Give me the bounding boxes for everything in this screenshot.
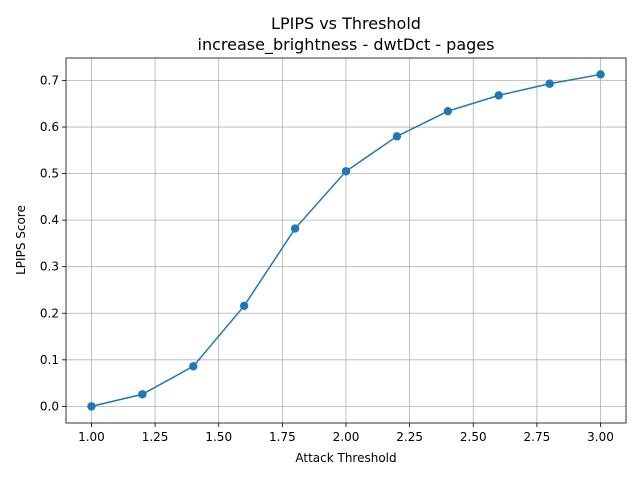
- data-point: [87, 402, 96, 411]
- data-point: [596, 70, 605, 79]
- data-point: [290, 224, 300, 233]
- x-axis-label: Attack Threshold: [295, 451, 396, 465]
- x-tick-label: 1.25: [142, 430, 169, 444]
- x-tick-label: 2.75: [524, 430, 551, 444]
- y-tick-label: 0.2: [40, 306, 59, 320]
- grid: [66, 58, 626, 423]
- data-point: [545, 79, 554, 88]
- data-point: [494, 91, 503, 100]
- x-tick-label: 3.00: [587, 430, 614, 444]
- chart-title: LPIPS vs Threshold: [271, 14, 421, 33]
- data-point: [138, 390, 147, 399]
- x-tick-label: 1.00: [78, 430, 105, 444]
- data-point: [443, 107, 453, 116]
- data-point: [392, 132, 402, 141]
- y-tick-label: 0.7: [40, 73, 59, 87]
- x-tick-label: 2.50: [460, 430, 487, 444]
- y-tick-label: 0.1: [40, 353, 59, 367]
- data-point: [239, 301, 249, 311]
- y-axis: 0.0 0.1 0.2 0.3 0.4 0.5 0.6 0.7: [40, 73, 66, 413]
- data-point: [189, 362, 198, 371]
- x-tick-label: 1.50: [205, 430, 232, 444]
- data-point: [341, 167, 351, 176]
- series-layer: [87, 70, 605, 411]
- chart-subtitle: increase_brightness - dwtDct - pages: [198, 35, 495, 55]
- y-tick-label: 0.3: [40, 260, 59, 274]
- y-tick-label: 0.0: [40, 399, 59, 413]
- plot-frame: [65, 57, 627, 424]
- x-axis: 1.00 1.25 1.50 1.75 2.00 2.25 2.50 2.75 3.00: [78, 423, 614, 444]
- x-tick-label: 2.25: [396, 430, 423, 444]
- y-axis-label: LPIPS Score: [14, 205, 28, 275]
- x-tick-label: 2.00: [333, 430, 360, 444]
- y-tick-label: 0.6: [40, 120, 59, 134]
- y-tick-label: 0.4: [40, 213, 59, 227]
- x-tick-label: 1.75: [269, 430, 296, 444]
- y-tick-label: 0.5: [40, 167, 59, 181]
